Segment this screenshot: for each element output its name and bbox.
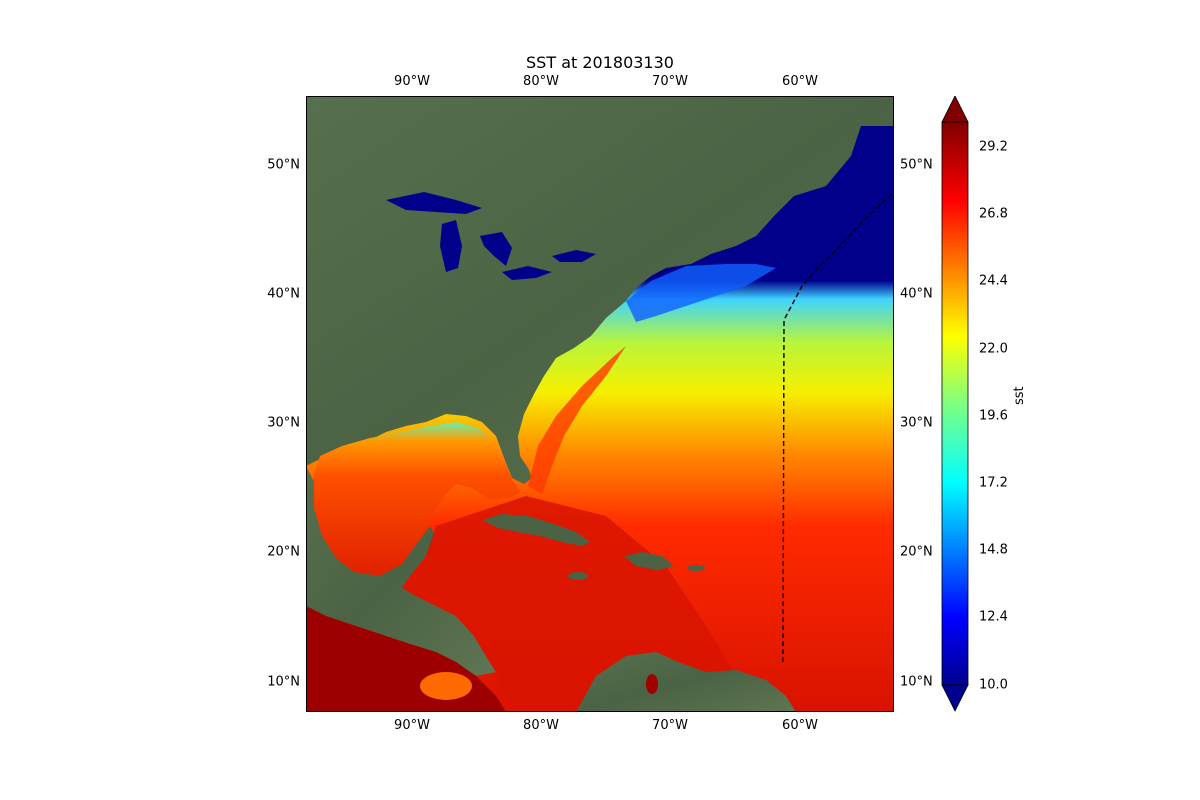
colorbar-gradient — [941, 121, 969, 686]
colorbar-tick-14-8: 14.8 — [979, 542, 1008, 558]
lat-tick-left-30n: 30°N — [267, 415, 300, 431]
lat-tick-left-20n: 20°N — [267, 544, 300, 560]
colorbar-tick-19-6: 19.6 — [979, 408, 1008, 424]
map-title: SST at 201803130 — [526, 53, 674, 72]
colorbar-label: sst — [1012, 386, 1027, 405]
land-hispaniola — [624, 552, 674, 570]
gulf-stream-core — [528, 346, 626, 494]
land-south-america — [576, 652, 796, 712]
colorbar-tick-22-0: 22.0 — [979, 341, 1008, 357]
colorbar-tick-10-0: 10.0 — [979, 677, 1008, 693]
lat-tick-right-30n: 30°N — [900, 415, 933, 431]
lon-tick-bottom-90w: 90°W — [394, 718, 430, 733]
lat-tick-right-10n: 10°N — [900, 674, 933, 690]
land-mexico — [306, 466, 496, 676]
lon-tick-top-60w: 60°W — [782, 74, 818, 89]
lon-tick-bottom-70w: 70°W — [652, 718, 688, 733]
colorbar-extend-max — [941, 96, 969, 123]
lon-tick-top-80w: 80°W — [523, 74, 559, 89]
gulf-of-mexico — [312, 422, 520, 576]
shelf-cold-water — [626, 264, 776, 322]
colorbar-tick-29-2: 29.2 — [979, 139, 1008, 155]
lake-maracaibo — [646, 674, 658, 694]
colorbar-tick-12-4: 12.4 — [979, 609, 1008, 625]
lat-tick-right-40n: 40°N — [900, 286, 933, 302]
colorbar-tick-24-4: 24.4 — [979, 273, 1008, 289]
lon-tick-top-90w: 90°W — [394, 74, 430, 89]
lon-tick-bottom-80w: 80°W — [523, 718, 559, 733]
lon-tick-bottom-60w: 60°W — [782, 718, 818, 733]
lon-tick-top-70w: 70°W — [652, 74, 688, 89]
track-line — [782, 191, 894, 663]
sst-map[interactable] — [306, 96, 894, 712]
lat-tick-right-50n: 50°N — [900, 157, 933, 173]
colorbar — [941, 96, 969, 712]
pacific-warm-patch — [420, 672, 472, 700]
colorbar-extend-min — [941, 684, 969, 712]
lat-tick-left-50n: 50°N — [267, 157, 300, 173]
land-cuba — [482, 514, 590, 546]
lat-tick-left-10n: 10°N — [267, 674, 300, 690]
colorbar-tick-17-2: 17.2 — [979, 475, 1008, 491]
caribbean-sea — [402, 496, 776, 712]
colorbar-tick-26-8: 26.8 — [979, 206, 1008, 222]
land-puerto-rico — [687, 565, 705, 571]
land-north-america — [306, 96, 894, 484]
lat-tick-left-40n: 40°N — [267, 286, 300, 302]
great-lakes — [386, 192, 596, 280]
land-jamaica — [568, 572, 588, 580]
map-border — [306, 96, 894, 712]
lat-tick-right-20n: 20°N — [900, 544, 933, 560]
